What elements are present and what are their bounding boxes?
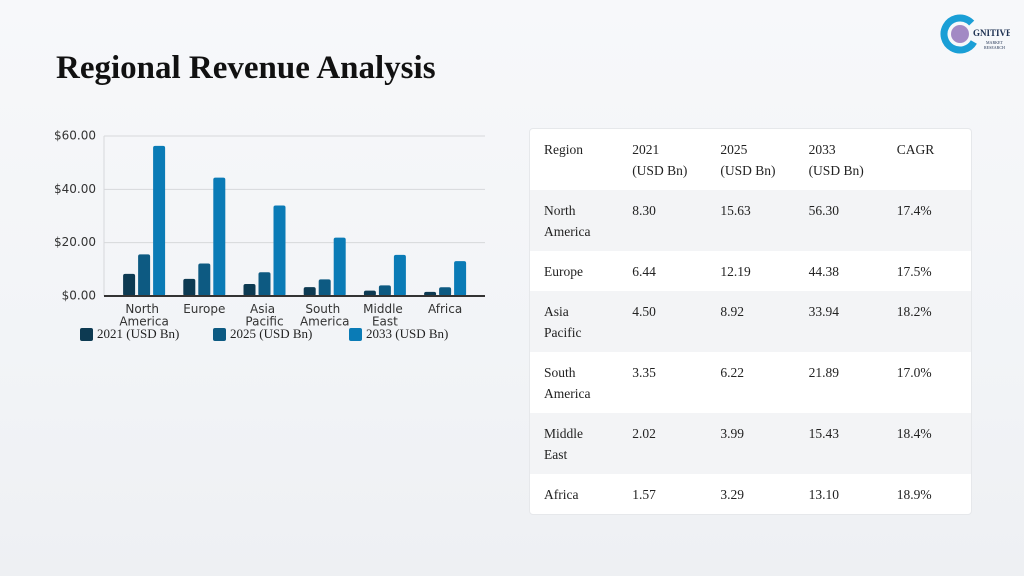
x-tick-label: Europe	[183, 302, 225, 316]
logo-core	[951, 25, 969, 43]
legend-label: 2033 (USD Bn)	[366, 326, 448, 341]
bar	[183, 278, 196, 296]
table-cell: 21.89	[808, 365, 839, 380]
table-cell: 56.30	[794, 190, 883, 251]
bar	[153, 145, 166, 296]
slide-title: Regional Revenue Analysis	[56, 50, 436, 86]
table-cell: 44.38	[808, 264, 839, 279]
table-cell: 13.10	[808, 487, 839, 502]
table: Region 2021 (USD Bn) 2025 (USD Bn) 2033 (US…	[530, 129, 971, 514]
table-cell: Middle East	[530, 413, 619, 474]
table-cell: South America	[544, 365, 591, 401]
legend-swatch	[80, 328, 93, 341]
legend-label: 2025 (USD Bn)	[230, 326, 312, 341]
table-cell: 2.02	[618, 413, 707, 474]
header-cell: CAGR	[896, 142, 935, 157]
bar	[318, 279, 331, 296]
table-cell: 12.19	[720, 264, 751, 279]
table-cell: 3.99	[706, 413, 795, 474]
table-cell: Asia Pacific	[530, 291, 619, 352]
table-cell: 3.35	[632, 365, 656, 380]
table-cell: 8.92	[706, 291, 795, 352]
bar	[303, 287, 316, 296]
x-tick-label: Middle East	[363, 302, 406, 329]
bar	[378, 285, 391, 296]
table-cell: 17.4%	[882, 190, 971, 251]
table-cell: 15.43	[794, 413, 883, 474]
bar	[273, 205, 286, 296]
table-cell: 8.30	[618, 190, 707, 251]
logo: GNITIVE MARKET RESEARCH	[940, 14, 1010, 54]
table-row: Africa 1.57 3.29 13.10 18.9%	[530, 474, 971, 514]
table-cell: Africa	[544, 487, 579, 502]
table-cell: 6.22	[720, 365, 744, 380]
table-cell: 33.94	[794, 291, 883, 352]
table-row: Asia Pacific 4.50 8.92 33.94 18.2%	[530, 291, 971, 352]
data-table: Region 2021 (USD Bn) 2025 (USD Bn) 2033 (US…	[529, 128, 972, 515]
bar	[138, 254, 151, 296]
table-cell: 18.4%	[882, 413, 971, 474]
bar	[439, 287, 452, 296]
header-cell: Region	[544, 142, 583, 157]
table-row: South America 3.35 6.22 21.89 17.0%	[530, 352, 971, 413]
table-cell: North America	[530, 190, 619, 251]
logo-ring	[940, 14, 980, 54]
legend-swatch	[213, 328, 226, 341]
bar	[243, 284, 256, 296]
table-cell: 18.9%	[896, 487, 932, 502]
table-cell: 15.63	[706, 190, 795, 251]
bar	[393, 254, 406, 296]
bar	[363, 290, 376, 296]
table-cell: 17.0%	[896, 365, 932, 380]
table-row: Middle East 2.02 3.99 15.43 18.4%	[530, 413, 971, 474]
x-tick-label: South America	[300, 302, 350, 329]
table-cell: 6.44	[632, 264, 656, 279]
table-cell: 1.57	[632, 487, 656, 502]
header-cell: 2025 (USD Bn)	[720, 142, 776, 178]
y-tick-label: $20.00	[54, 235, 96, 249]
table-cell: 3.29	[720, 487, 744, 502]
x-tick-label: North America	[119, 302, 169, 329]
table-cell: 17.5%	[896, 264, 932, 279]
bar	[333, 237, 346, 296]
logo-line: MARKET	[986, 40, 1003, 45]
bar	[424, 291, 437, 296]
y-tick-label: $60.00	[54, 129, 96, 143]
logo-name: GNITIVE	[973, 28, 1010, 38]
bar	[198, 263, 211, 296]
x-tick-label: Africa	[428, 302, 462, 316]
header-row: Region 2021 (USD Bn) 2025 (USD Bn) 2033 (US…	[530, 129, 971, 190]
y-tick-label: $0.00	[62, 289, 96, 303]
chart: $0.00 $20.00 $40.00 $60.00 North America Euro…	[54, 129, 485, 341]
legend-label: 2021 (USD Bn)	[97, 326, 179, 341]
logo-line: RESEARCH	[984, 45, 1005, 50]
bar	[258, 272, 271, 296]
table-cell: Europe	[544, 264, 583, 279]
table-cell: 4.50	[618, 291, 707, 352]
table-row: Europe 6.44 12.19 44.38 17.5%	[530, 251, 971, 291]
table-cell: 18.2%	[882, 291, 971, 352]
y-tick-label: $40.00	[54, 182, 96, 196]
bar	[454, 261, 467, 296]
header-cell: 2033 (USD Bn)	[808, 142, 864, 178]
legend-swatch	[349, 328, 362, 341]
bar	[123, 273, 136, 296]
bar	[213, 177, 226, 296]
x-tick-label: Asia Pacific	[245, 302, 283, 329]
header-cell: 2021 (USD Bn)	[632, 142, 688, 178]
table-row: North America 8.30 15.63 56.30 17.4%	[530, 190, 971, 251]
